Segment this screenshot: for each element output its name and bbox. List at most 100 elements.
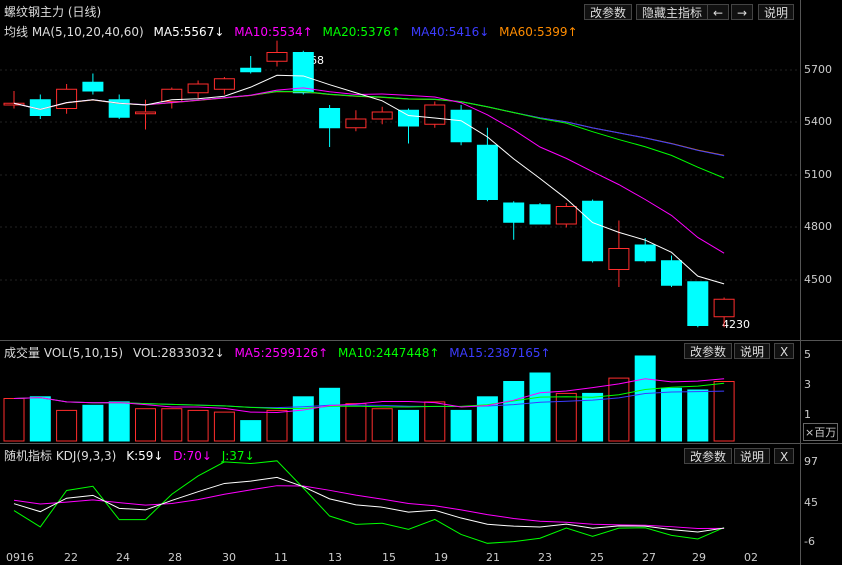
vol-ma15-value: MA15:2387165↑ [449,346,551,360]
x-axis-tick: 29 [692,551,706,564]
kdj-params-button[interactable]: 改参数 [684,448,733,464]
price-tick: 5400 [804,115,832,128]
x-axis-tick: 30 [222,551,236,564]
volume-params-button[interactable]: 改参数 [684,343,733,359]
candle-body [713,298,735,318]
volume-title: 成交量 VOL(5,10,15) [4,346,124,360]
candle-body [424,104,446,125]
volume-bar [529,372,551,442]
price-tick: 5700 [804,63,832,76]
kdj-k-line [13,476,725,533]
x-axis-tick: 24 [116,551,130,564]
candle-body [582,200,604,262]
vol-ma5-value: MA5:2599126↑ [234,346,329,360]
x-axis-tick: 22 [64,551,78,564]
ma5-value: MA5:5567↓ [153,25,225,39]
prev-arrow-button[interactable]: ← [707,4,730,20]
kdj-tick: 45 [804,496,818,509]
volume-bar [319,387,341,442]
divider [0,340,842,341]
x-axis-tick: 23 [538,551,552,564]
ma60-value: MA60:5399↑ [499,25,578,39]
volume-unit: ×百万 [803,423,839,441]
candle-body [661,260,682,286]
ma20-value: MA20:5376↑ [322,25,401,39]
volume-help-button[interactable]: 说明 [734,343,771,359]
volume-close-button[interactable]: X [774,343,795,359]
ma10-value: MA10:5534↑ [234,25,313,39]
kdj-help-button[interactable]: 说明 [734,448,771,464]
volume-bar [661,387,682,442]
volume-bar [450,409,472,442]
kdj-j-line [13,460,725,544]
candle-body [82,81,104,92]
candle-body [240,67,262,73]
kdj-tick: -6 [804,535,815,548]
volume-bar [135,408,156,442]
ma40-value: MA40:5416↓ [410,25,490,39]
kdj-close-button[interactable]: X [774,448,795,464]
volume-bar [266,409,288,442]
volume-legend: 成交量 VOL(5,10,15) VOL:2833032↓ MA5:259912… [4,344,557,361]
candle-body [135,111,156,115]
x-axis-tick: 25 [590,551,604,564]
x-axis-tick: 02 [744,551,758,564]
volume-bar [213,411,235,442]
price-tick: 4500 [804,273,832,286]
volume-tick: 1 [804,408,811,421]
volume-bar [398,409,419,442]
kdj-j-value: J:37↓ [221,449,255,463]
price-tick: 5100 [804,168,832,181]
candle-body [503,202,525,223]
right-axis-divider [800,0,801,565]
ma-legend: 均线 MA(5,10,20,40,60) MA5:5567↓ MA10:5534… [4,23,584,40]
x-axis-tick: 15 [382,551,396,564]
volume-bar [687,389,709,442]
volume-bar [424,401,446,442]
low-annotation: 4230 [722,318,750,331]
candle-body [345,118,367,129]
divider [0,443,842,444]
chart-title: 螺纹钢主力 (日线) [4,5,102,19]
candle-body [555,206,577,225]
ma-header: 均线 MA(5,10,20,40,60) [4,25,144,39]
kdj-title: 随机指标 KDJ(9,3,3) [4,449,117,463]
volume-bar [3,398,25,442]
candle-body [687,281,709,326]
volume-bar [187,409,209,442]
volume-bar [476,396,498,442]
volume-bar [161,408,183,442]
ma5-line [13,74,725,285]
volume-bar [503,381,525,442]
volume-tick: 5 [804,348,811,361]
vol-ma10-value: MA10:2447448↑ [338,346,440,360]
candle-body [292,52,314,94]
candle-body [371,111,393,120]
kdj-legend: 随机指标 KDJ(9,3,3) K:59↓ D:70↓ J:37↓ [4,447,261,464]
price-panel: 螺纹钢主力 (日线) 均线 MA(5,10,20,40,60) MA5:5567… [4,4,795,40]
help-button[interactable]: 说明 [758,4,795,20]
x-axis-tick: 11 [274,551,288,564]
x-axis-tick: 13 [328,551,342,564]
volume-bar [108,401,130,442]
candle-body [266,52,288,62]
volume-value: VOL:2833032↓ [132,346,225,360]
candle-body [608,248,630,270]
x-axis-tick: 28 [168,551,182,564]
volume-bar [713,381,735,442]
candle-body [476,144,498,200]
volume-bar [292,396,314,442]
kdj-d-value: D:70↓ [173,449,212,463]
volume-bar [634,355,656,442]
candle-body [529,204,551,225]
volume-ma10-line [13,382,725,410]
change-params-button[interactable]: 改参数 [584,4,633,20]
next-arrow-button[interactable]: → [731,4,754,20]
kdj-tick: 97 [804,455,818,468]
x-axis-tick: 21 [486,551,500,564]
hide-main-indicator-button[interactable]: 隐藏主指标 [636,4,709,20]
candle-body [56,88,78,109]
volume-bar [240,420,262,442]
kdj-k-value: K:59↓ [126,449,164,463]
